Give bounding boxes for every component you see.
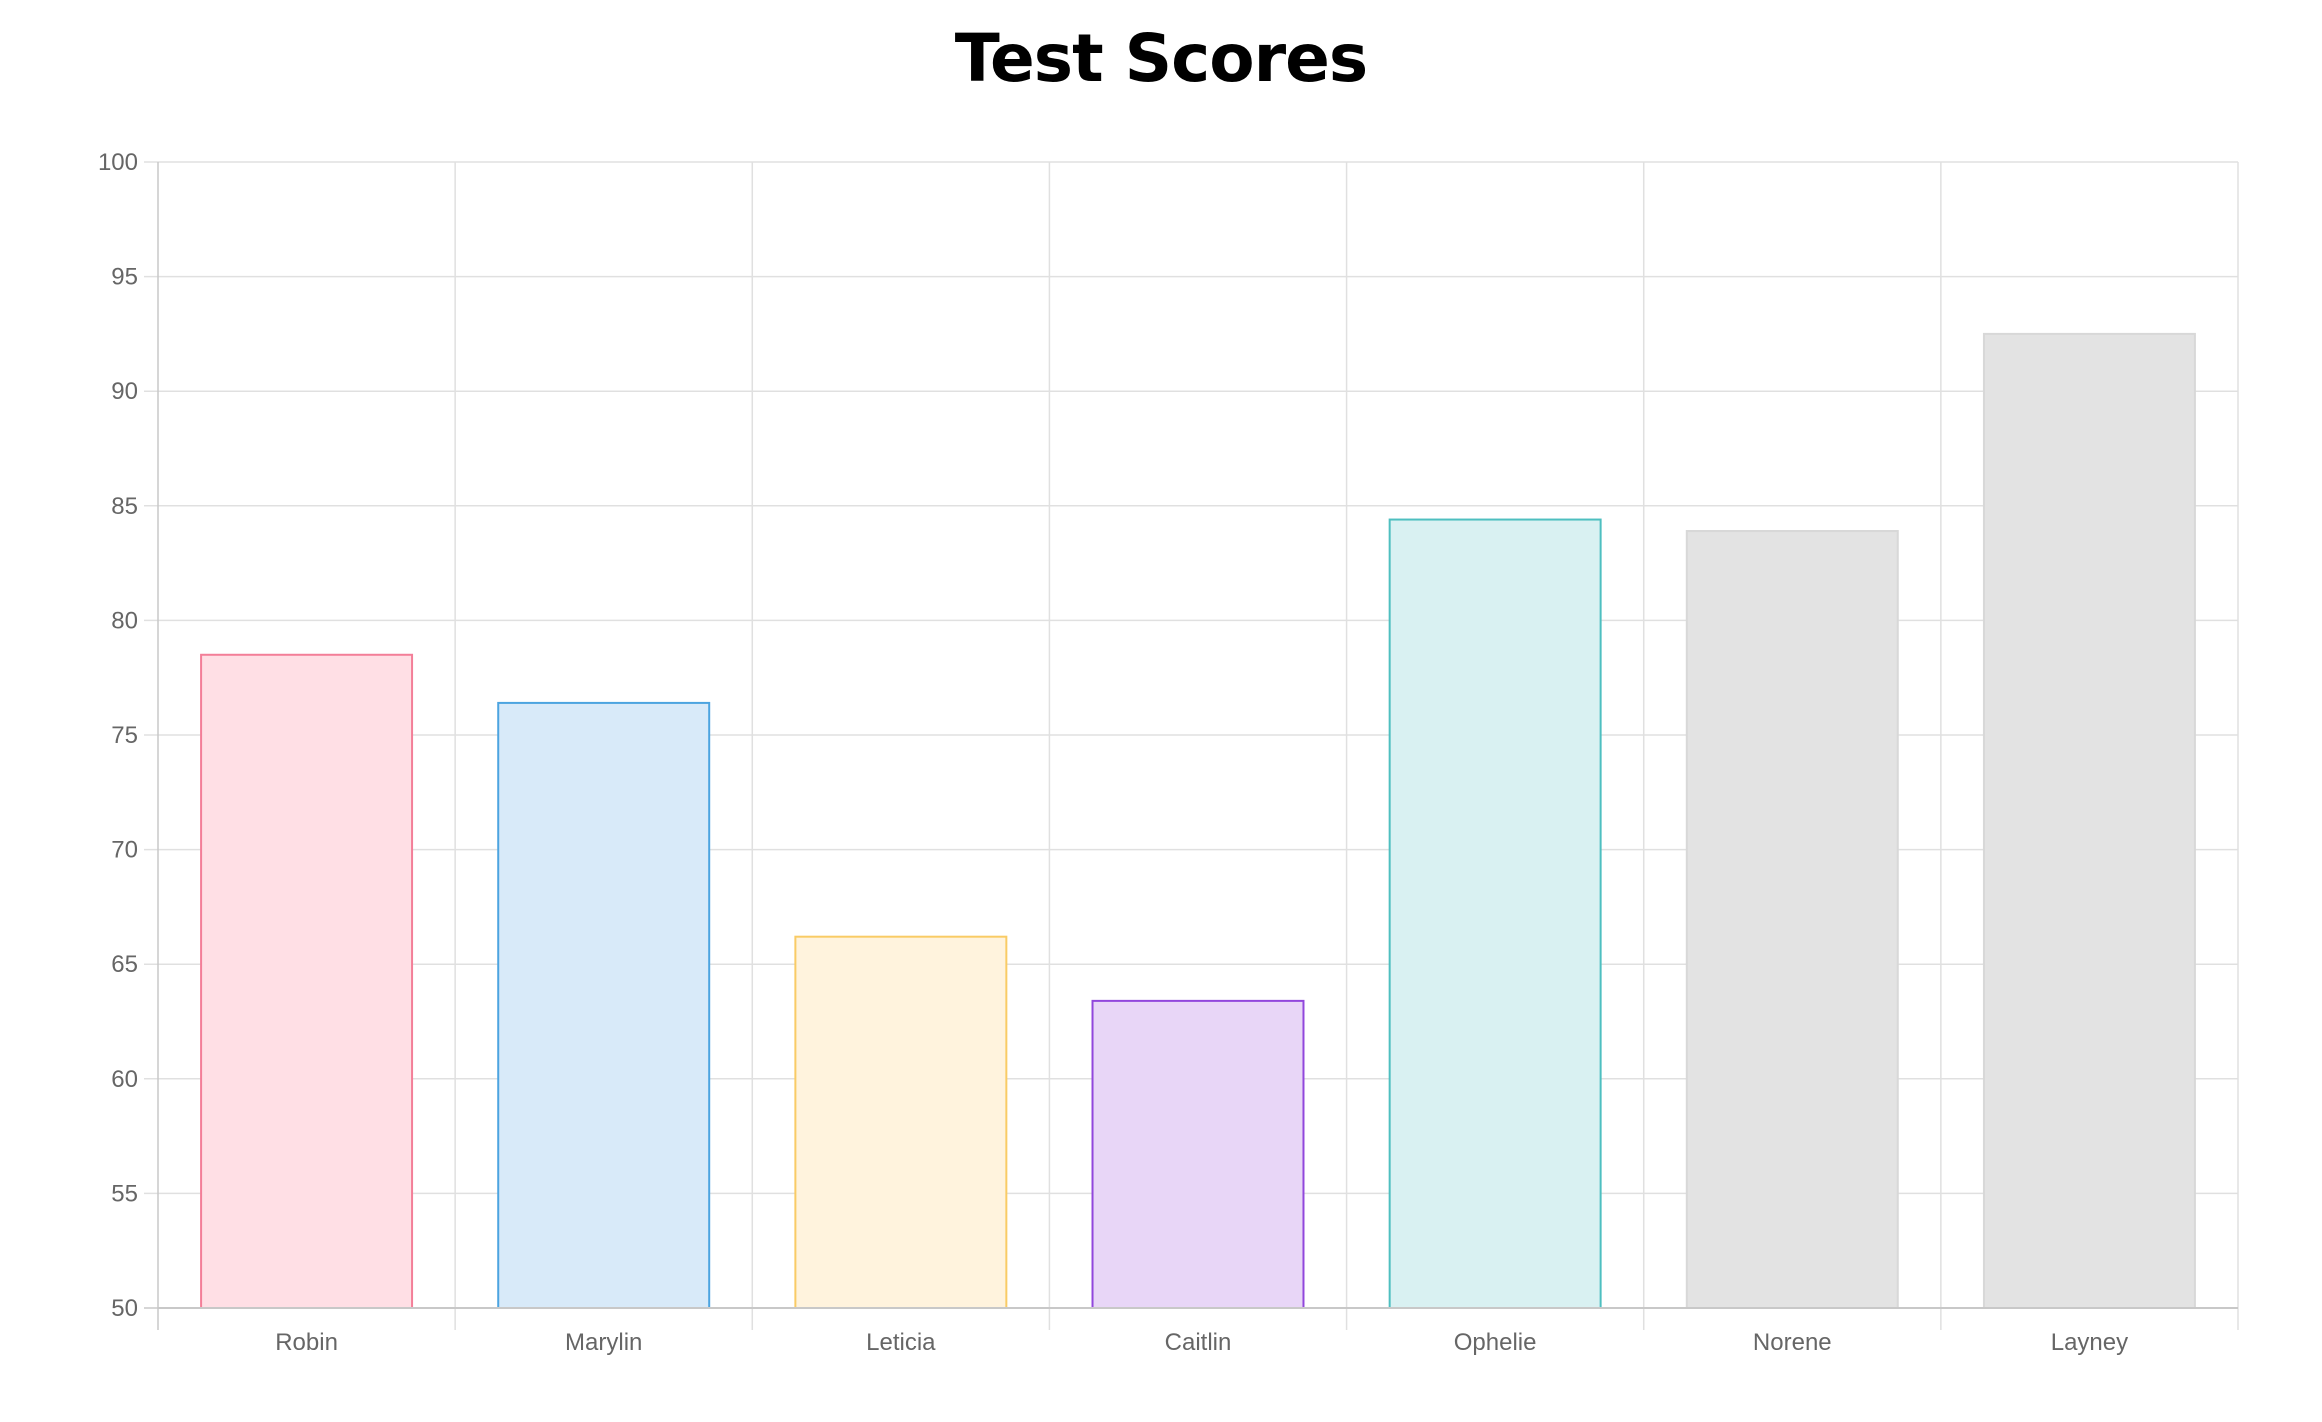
- y-tick-label: 80: [111, 607, 138, 634]
- x-tick-label: Caitlin: [1165, 1329, 1232, 1356]
- bar-robin: [200, 653, 414, 1309]
- y-tick-label: 60: [111, 1066, 138, 1093]
- y-tick-label: 100: [98, 149, 138, 176]
- y-tick-label: 95: [111, 264, 138, 291]
- x-tick-label: Marylin: [565, 1329, 642, 1356]
- y-tick-label: 70: [111, 837, 138, 864]
- bars: [200, 332, 2196, 1309]
- bar-marylin: [497, 701, 711, 1309]
- bar-layney: [1982, 332, 2196, 1309]
- bar-leticia: [794, 935, 1008, 1309]
- chart-title: Test Scores: [954, 20, 1368, 97]
- y-tick-label: 55: [111, 1180, 138, 1207]
- tick-labels: 50 55 60 65 70 75 80 85 90 95 100 Robin Marylin Letic…: [98, 149, 2128, 1356]
- x-tick-label: Robin: [275, 1329, 338, 1356]
- grid: [144, 161, 2239, 1330]
- y-tick-label: 85: [111, 493, 138, 520]
- x-tick-label: Leticia: [866, 1329, 936, 1356]
- bar-ophelie: [1388, 518, 1602, 1309]
- y-tick-label: 90: [111, 378, 138, 405]
- y-tick-label: 50: [111, 1295, 138, 1322]
- bar-norene: [1685, 530, 1899, 1309]
- y-tick-label: 75: [111, 722, 138, 749]
- x-tick-label: Norene: [1753, 1329, 1832, 1356]
- x-tick-label: Ophelie: [1454, 1329, 1537, 1356]
- bar-caitlin: [1091, 999, 1305, 1309]
- x-tick-label: Layney: [2051, 1329, 2128, 1356]
- y-tick-label: 65: [111, 951, 138, 978]
